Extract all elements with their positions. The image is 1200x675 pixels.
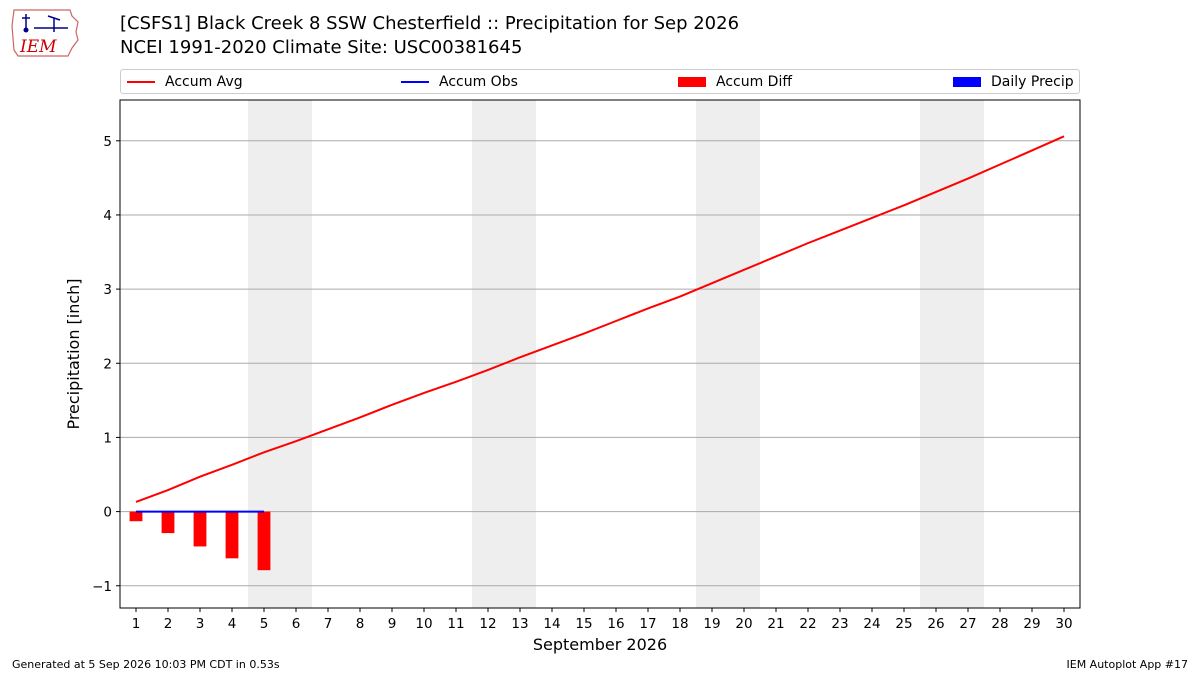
x-tick-label: 23 (831, 616, 848, 632)
x-tick-label: 5 (260, 616, 269, 632)
legend-label-accum-obs: Accum Obs (439, 74, 518, 90)
legend-item-accum-diff: Accum Diff (678, 73, 792, 91)
x-tick-label: 7 (324, 616, 333, 632)
weekend-band-6 (280, 100, 312, 608)
legend-swatch-daily-precip (953, 77, 981, 87)
x-tick-label: 3 (196, 616, 205, 632)
x-tick-label: 10 (415, 616, 432, 632)
y-tick-label: 1 (103, 430, 112, 446)
x-tick-label: 9 (388, 616, 397, 632)
legend-label-daily-precip: Daily Precip (991, 74, 1074, 90)
weekend-band-19 (696, 100, 728, 608)
series-lines (135, 135, 1065, 513)
y-tick-label: 2 (103, 356, 112, 372)
accum-diff-bar (225, 511, 239, 559)
accum-diff-bar (161, 511, 175, 534)
x-tick-label: 13 (511, 616, 528, 632)
x-tick-label: 29 (1023, 616, 1040, 632)
weekend-band-5 (248, 100, 280, 608)
x-tick-label: 12 (479, 616, 496, 632)
weekend-band-20 (728, 100, 760, 608)
x-tick-label: 24 (863, 616, 880, 632)
legend-label-accum-diff: Accum Diff (716, 74, 793, 90)
x-tick-label: 2 (164, 616, 173, 632)
x-tick-label: 15 (575, 616, 592, 632)
legend-item-accum-obs: Accum Obs (401, 73, 518, 91)
chart-subtitle: NCEI 1991-2020 Climate Site: USC00381645 (120, 37, 523, 58)
accum-diff-bar (193, 511, 207, 547)
y-axis-label: Precipitation [inch] (64, 278, 83, 429)
weekend-band-12 (472, 100, 504, 608)
generated-timestamp: Generated at 5 Sep 2026 10:03 PM CDT in … (12, 658, 280, 671)
legend-item-accum-avg: Accum Avg (127, 73, 243, 91)
logo-text: IEM (19, 37, 57, 57)
x-tick-label: 16 (607, 616, 624, 632)
x-tick-label: 1 (132, 616, 141, 632)
x-tick-label: 20 (735, 616, 752, 632)
x-tick-label: 8 (356, 616, 365, 632)
y-tick-label: 4 (103, 208, 112, 224)
x-tick-label: 11 (447, 616, 464, 632)
plot-frame (119, 99, 1081, 609)
x-tick-label: 27 (959, 616, 976, 632)
y-tick-label: 5 (103, 134, 112, 150)
chart-title: [CSFS1] Black Creek 8 SSW Chesterfield :… (120, 13, 740, 34)
weekend-band-27 (952, 100, 984, 608)
iem-logo: IEM (11, 9, 79, 57)
legend-swatch-accum-avg (127, 81, 155, 83)
x-tick-label: 21 (767, 616, 784, 632)
x-tick-label: 17 (639, 616, 656, 632)
weekend-band-26 (920, 100, 952, 608)
accum-avg-line (135, 135, 1065, 503)
y-tick-label: 3 (103, 282, 112, 298)
weekend-shading (248, 100, 984, 608)
x-tick-label: 26 (927, 616, 944, 632)
x-tick-label: 19 (703, 616, 720, 632)
y-tick-label: 0 (103, 505, 112, 521)
x-tick-label: 30 (1055, 616, 1072, 632)
x-tick-label: 14 (543, 616, 560, 632)
x-tick-label: 18 (671, 616, 688, 632)
x-tick-label: 4 (228, 616, 237, 632)
x-tick-label: 22 (799, 616, 816, 632)
state-outline-icon (11, 9, 79, 57)
legend-item-daily-precip: Daily Precip (953, 73, 1074, 91)
weekend-band-13 (504, 100, 536, 608)
grid-lines (120, 140, 1080, 587)
legend-label-accum-avg: Accum Avg (165, 74, 243, 90)
accum-diff-bar (257, 511, 271, 571)
x-tick-label: 25 (895, 616, 912, 632)
legend-swatch-accum-obs (401, 81, 429, 83)
y-tick-label: −1 (92, 579, 112, 595)
x-axis-label: September 2026 (533, 635, 667, 654)
x-tick-label: 6 (292, 616, 301, 632)
accum-diff-bar (129, 511, 143, 522)
legend-swatch-accum-diff (678, 77, 706, 87)
app-label: IEM Autoplot App #17 (1066, 658, 1189, 671)
legend: Accum Avg Accum Obs Accum Diff Daily Pre… (120, 69, 1080, 94)
diff-bars (129, 511, 271, 571)
x-tick-label: 28 (991, 616, 1008, 632)
